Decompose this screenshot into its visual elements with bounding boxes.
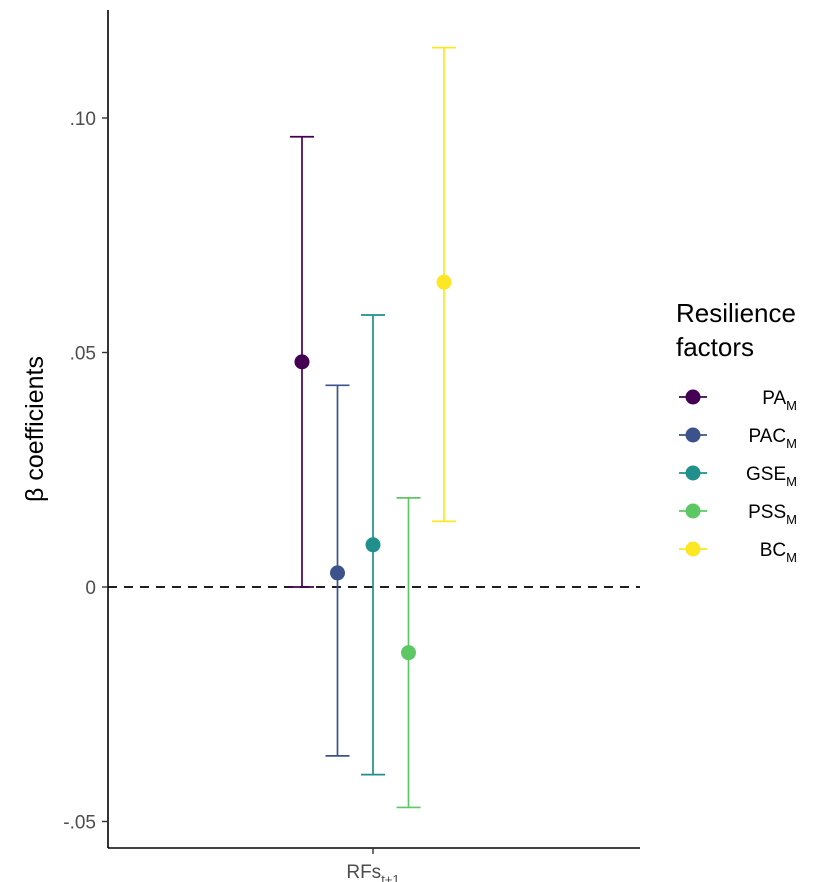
series-bc <box>432 46 456 523</box>
legend-key-point <box>685 427 701 443</box>
y-axis-title: β coefficients <box>21 356 49 502</box>
series-gse <box>361 314 385 776</box>
plot-area <box>108 46 640 809</box>
point-estimate <box>365 537 381 553</box>
y-tick-label: .10 <box>70 109 96 130</box>
legend-item-pss: PSSM <box>679 502 797 527</box>
y-tick-label: .05 <box>70 344 96 365</box>
series-pa <box>290 135 314 588</box>
point-estimate <box>294 354 310 370</box>
legend-item-pac: PACM <box>679 426 797 451</box>
legend-item-pa: PAM <box>679 388 797 413</box>
legend-key-point <box>685 541 701 557</box>
y-tick-label: -.05 <box>63 813 96 834</box>
legend-label: GSEM <box>746 464 797 489</box>
legend-title-line2: factors <box>676 332 754 362</box>
point-estimate <box>330 565 345 581</box>
series-pss <box>396 497 421 809</box>
legend-label: PSSM <box>748 502 797 527</box>
legend-label: BCM <box>760 540 797 565</box>
legend-item-bc: BCM <box>679 540 797 565</box>
legend: Resilience factors PAM PACM GSEM PSSM BCM <box>676 298 797 565</box>
legend-key-point <box>685 503 701 519</box>
legend-item-gse: GSEM <box>679 464 797 489</box>
point-estimate <box>436 274 452 290</box>
y-tick-label: 0 <box>85 578 96 599</box>
legend-key-point <box>685 389 701 405</box>
point-estimate <box>401 645 416 661</box>
legend-key-point <box>685 465 701 481</box>
legend-title: Resilience <box>676 298 796 328</box>
legend-label: PAM <box>762 388 797 413</box>
series-pac <box>325 384 350 757</box>
x-tick-label: RFst+1 <box>346 862 399 882</box>
legend-label: PACM <box>748 426 797 451</box>
axes: RFst+1 β coefficients -.05 0 .05 .10 <box>21 10 640 882</box>
